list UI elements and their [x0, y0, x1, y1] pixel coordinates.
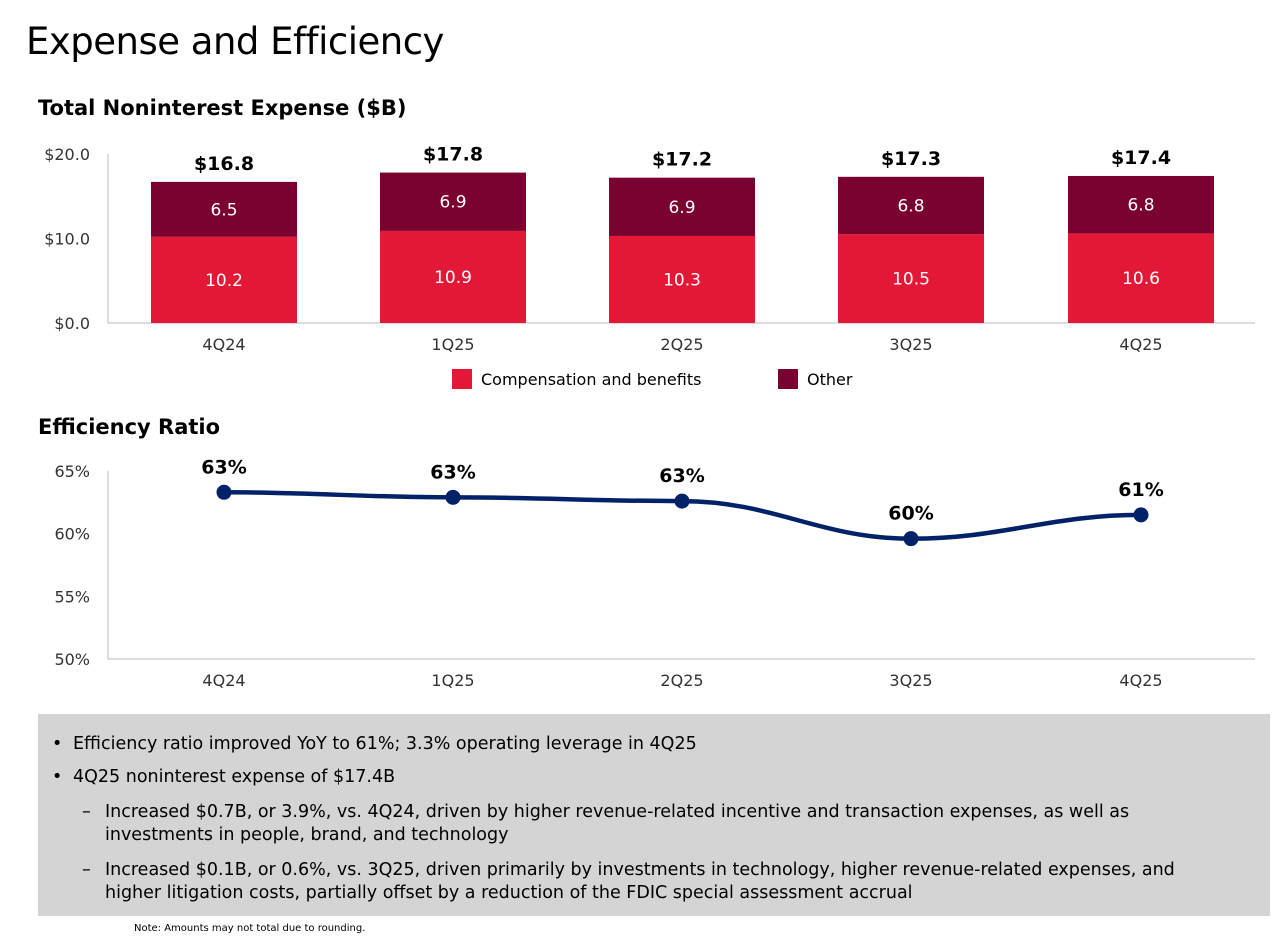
- x-tick-label: 2Q25: [660, 335, 703, 354]
- x-tick-label: 3Q25: [889, 671, 932, 690]
- data-label: 10.3: [663, 270, 701, 290]
- data-label: 63%: [659, 465, 704, 487]
- x-tick-label: 2Q25: [660, 671, 703, 690]
- bullet-text: Increased $0.1B, or 0.6%, vs. 3Q25, driv…: [105, 860, 1175, 903]
- legend-label: Other: [807, 369, 853, 389]
- data-point: [903, 531, 919, 547]
- data-label: 6.9: [439, 193, 466, 213]
- data-point: [1133, 507, 1149, 523]
- footnote: Note: Amounts may not total due to round…: [134, 923, 366, 934]
- legend-swatch-compensation: [452, 369, 472, 389]
- data-point: [674, 493, 690, 509]
- y-tick-label: $0.0: [54, 314, 90, 333]
- charts: $0.0 $10.0 $20.0 10.2 6.5 $16.8 4Q24 10.9 6.9 $17…: [44, 144, 1255, 690]
- bullet-text: Efficiency ratio improved YoY to 61%; 3.…: [73, 734, 697, 754]
- bullet-marker: •: [52, 767, 63, 787]
- y-tick-label: 55%: [54, 587, 90, 606]
- data-label: 10.9: [434, 268, 472, 288]
- y-tick-label: $20.0: [44, 145, 90, 164]
- y-tick-label: 60%: [54, 525, 90, 544]
- data-label: 6.8: [897, 197, 924, 217]
- data-label: 10.2: [205, 271, 243, 291]
- total-label: $17.2: [652, 149, 712, 171]
- bullet-text: 4Q25 noninterest expense of $17.4B: [73, 767, 396, 787]
- data-label: 6.5: [210, 200, 237, 220]
- bar-compensation: [1068, 233, 1214, 323]
- data-label: 63%: [430, 461, 475, 483]
- bar-other: [151, 181, 297, 237]
- x-tick-label: 4Q24: [202, 335, 245, 354]
- bar-compensation: [838, 234, 984, 323]
- data-label: 10.6: [1122, 269, 1160, 289]
- x-tick-label: 4Q24: [202, 671, 245, 690]
- bar-other: [380, 172, 526, 231]
- x-tick-label: 4Q25: [1119, 671, 1162, 690]
- y-tick-label: 65%: [54, 462, 90, 481]
- commentary-panel: • Efficiency ratio improved YoY to 61%; …: [38, 714, 1270, 916]
- page-title: Expense and Efficiency: [26, 20, 444, 63]
- data-label: 60%: [888, 503, 933, 525]
- total-label: $17.4: [1111, 147, 1171, 169]
- data-label: 10.5: [892, 270, 930, 290]
- total-label: $17.8: [423, 144, 483, 166]
- legend-compensation: Compensation and benefits: [452, 369, 701, 389]
- bar-compensation: [380, 230, 526, 323]
- x-tick-label: 1Q25: [431, 335, 474, 354]
- bullet-marker: •: [52, 734, 63, 754]
- bar-chart-title: Total Noninterest Expense ($B): [38, 96, 407, 120]
- total-label: $16.8: [194, 153, 254, 175]
- legend-other: Other: [778, 369, 852, 389]
- bar-compensation: [151, 236, 297, 323]
- line-chart-title: Efficiency Ratio: [38, 415, 221, 439]
- bullet-marker: –: [82, 802, 91, 822]
- x-tick-label: 3Q25: [889, 335, 932, 354]
- y-tick-label: $10.0: [44, 230, 90, 249]
- data-label: 6.9: [668, 198, 695, 218]
- bar-compensation: [609, 235, 755, 323]
- x-tick-label: 4Q25: [1119, 335, 1162, 354]
- bullet-marker: –: [82, 860, 91, 880]
- y-tick-label: 50%: [54, 650, 90, 669]
- bullet-text: Increased $0.7B, or 3.9%, vs. 4Q24, driv…: [105, 802, 1130, 845]
- data-label: 61%: [1118, 479, 1163, 501]
- data-label: 6.8: [1127, 196, 1154, 216]
- data-label: 63%: [201, 456, 246, 478]
- bar-other: [609, 177, 755, 236]
- x-tick-label: 1Q25: [431, 671, 474, 690]
- total-label: $17.3: [881, 148, 941, 170]
- bar-other: [838, 176, 984, 235]
- data-point: [445, 489, 461, 505]
- legend-label: Compensation and benefits: [481, 369, 702, 389]
- bar-other: [1068, 175, 1214, 234]
- legend-swatch-other: [778, 369, 798, 389]
- data-point: [216, 484, 232, 500]
